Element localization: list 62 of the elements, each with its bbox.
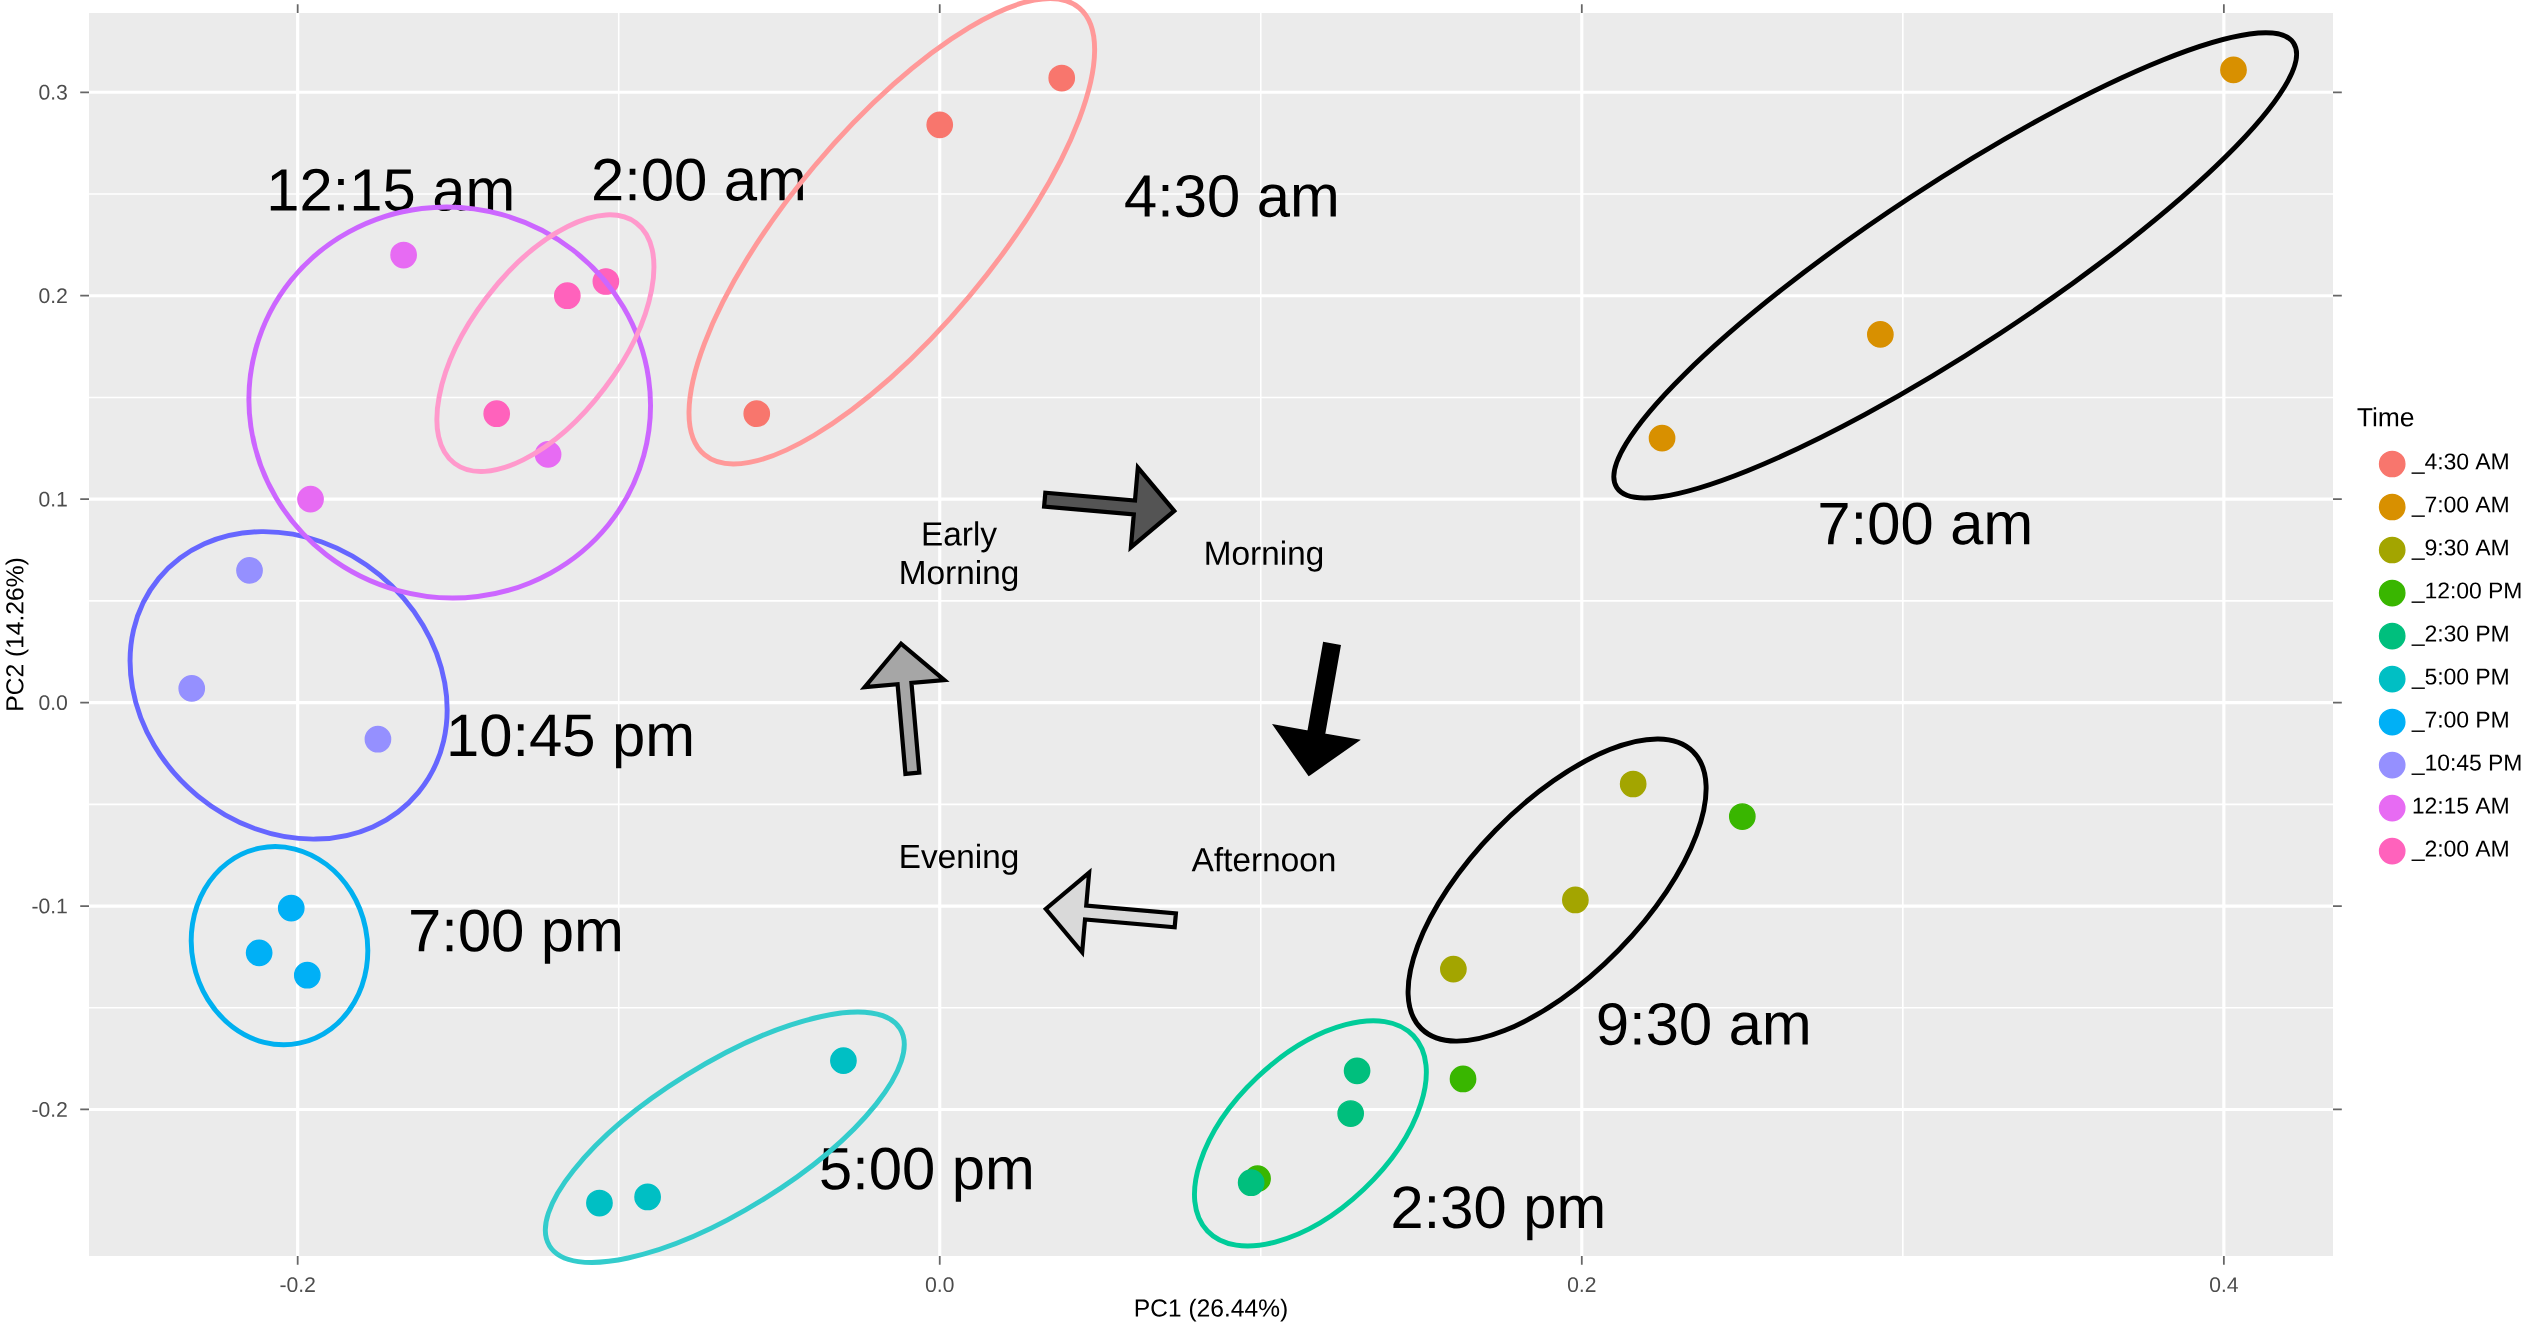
point: [634, 1183, 661, 1211]
point: [743, 400, 771, 428]
y-tick-label: 0.0: [39, 695, 67, 711]
legend-label: _2:00 AM: [2411, 840, 2508, 861]
annotation: Morning: [1206, 540, 1323, 572]
legend-label: _4:30 AM: [2411, 453, 2508, 474]
point: [1337, 1100, 1365, 1127]
y-axis-title: PC2 (14.26%): [5, 558, 29, 710]
y-tick-label: 0.2: [39, 288, 67, 304]
annotation: Afternoon: [1191, 846, 1335, 872]
point: [1728, 803, 1756, 830]
point: [830, 1047, 857, 1075]
point: [1648, 424, 1676, 452]
legend-label: _7:00 AM: [2411, 496, 2508, 517]
point: [553, 282, 581, 310]
point: [1048, 64, 1076, 92]
point: [1449, 1065, 1477, 1093]
annotation: Evening: [901, 843, 1018, 875]
annotation: 10:45 pm: [450, 714, 692, 769]
point: [1343, 1057, 1371, 1085]
x-tick-label: 0.2: [1567, 1277, 1596, 1293]
point: [1867, 321, 1894, 348]
legend-label: _9:30 AM: [2411, 539, 2508, 560]
point: [926, 111, 954, 139]
point: [390, 241, 417, 269]
y-tick-label: 0.3: [39, 84, 67, 100]
x-tick-label: 0.4: [2210, 1277, 2238, 1293]
y-tick-label: -0.1: [32, 898, 67, 914]
y-tick-label: 0.1: [39, 491, 67, 507]
point: [586, 1189, 613, 1217]
x-tick-label: 0.0: [925, 1277, 954, 1293]
annotation: 7:00 am: [1820, 502, 2030, 545]
annotation: Early Morning: [901, 521, 1018, 592]
x-tick-label: -0.2: [280, 1277, 315, 1293]
point: [1440, 955, 1467, 983]
annotation: 2:00 am: [594, 158, 803, 201]
legend-label: _7:00 PM: [2411, 711, 2508, 732]
point: [2220, 56, 2247, 84]
legend-label: 12:15 AM: [2413, 797, 2508, 814]
point: [293, 961, 321, 989]
annotation: 9:30 am: [1598, 1002, 1808, 1046]
point: [178, 675, 206, 702]
point: [1237, 1169, 1265, 1197]
point: [236, 557, 263, 584]
point: [297, 485, 324, 513]
legend-title: Time: [2357, 407, 2414, 427]
annotation: 7:00 pm: [411, 909, 620, 964]
point: [483, 400, 511, 428]
legend-label: _2:30 PM: [2411, 625, 2508, 646]
legend-label: _5:00 PM: [2411, 668, 2508, 689]
point: [1619, 770, 1647, 798]
legend-label: _10:45 PM: [2411, 754, 2521, 775]
point: [277, 894, 305, 922]
legend-label: _12:00 PM: [2411, 582, 2521, 603]
annotation: 2:30 pm: [1393, 1186, 1603, 1241]
y-tick-label: -0.2: [32, 1102, 67, 1117]
annotation: 5:00 pm: [821, 1147, 1031, 1202]
point: [245, 939, 273, 967]
point: [364, 725, 392, 753]
point: [1562, 886, 1589, 914]
x-axis-title: PC1 (26.44%): [1135, 1298, 1287, 1322]
annotation: 4:30 am: [1125, 174, 1336, 218]
